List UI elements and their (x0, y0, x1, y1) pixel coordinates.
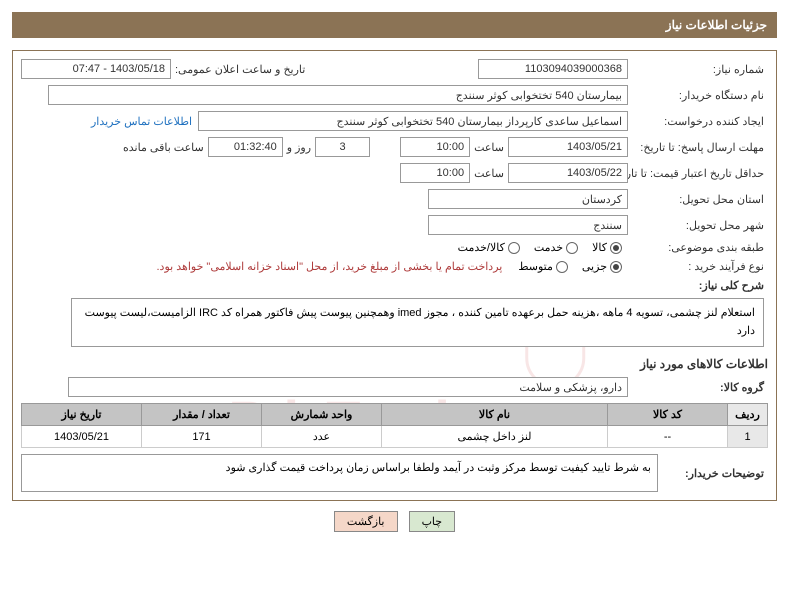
need-number-value: 1103094039000368 (478, 59, 628, 79)
buyer-note-box: به شرط تایید کیفیت توسط مرکز وثبت در آیم… (21, 454, 658, 492)
buyer-contact-link[interactable]: اطلاعات تماس خریدار (85, 115, 198, 128)
validity-date: 1403/05/22 (508, 163, 628, 183)
radio-service-label: خدمت (534, 241, 563, 254)
goods-group-value: دارو، پزشکی و سلامت (68, 377, 628, 397)
hour-label-2: ساعت (470, 167, 508, 180)
th-date: تاریخ نیاز (22, 404, 142, 426)
deadline-hour: 10:00 (400, 137, 470, 157)
td-code: -- (608, 426, 728, 448)
table-header-row: ردیف کد کالا نام کالا واحد شمارش تعداد /… (22, 404, 768, 426)
th-name: نام کالا (382, 404, 608, 426)
requester-value: اسماعیل ساعدی کارپرداز بیمارستان 540 تخت… (198, 111, 628, 131)
row-buyer-org: نام دستگاه خریدار: بیمارستان 540 تختخواب… (21, 85, 768, 105)
panel-title: جزئیات اطلاعات نیاز (666, 18, 767, 32)
radio-goods-label: کالا (592, 241, 607, 254)
radio-medium[interactable]: متوسط (512, 260, 574, 273)
payment-note: پرداخت تمام یا بخشی از مبلغ خرید، از محل… (157, 260, 513, 273)
row-process: نوع فرآیند خرید : جزیی متوسط پرداخت تمام… (21, 260, 768, 273)
description-label: شرح کلی نیاز: (628, 279, 768, 292)
th-unit: واحد شمارش (262, 404, 382, 426)
radio-small-icon (610, 261, 622, 273)
radio-goods-icon (610, 242, 622, 254)
table-row: 1 -- لنز داخل چشمی عدد 171 1403/05/21 (22, 426, 768, 448)
th-code: کد کالا (608, 404, 728, 426)
province-value: کردستان (428, 189, 628, 209)
need-number-label: شماره نیاز: (628, 63, 768, 76)
radio-goods[interactable]: کالا (586, 241, 628, 254)
hour-label-1: ساعت (470, 141, 508, 154)
announce-value: 1403/05/18 - 07:47 (21, 59, 171, 79)
process-radio-group: جزیی متوسط (512, 260, 628, 273)
row-buyer-note: توضیحات خریدار: به شرط تایید کیفیت توسط … (21, 454, 768, 492)
radio-goods-service-icon (508, 242, 520, 254)
subject-radio-group: کالا خدمت کالا/خدمت (452, 241, 628, 254)
row-province: استان محل تحویل: کردستان (21, 189, 768, 209)
validity-label: حداقل تاریخ اعتبار قیمت: تا تاریخ: (628, 167, 768, 180)
remaining-label: ساعت باقی مانده (119, 141, 208, 154)
buyer-org-label: نام دستگاه خریدار: (628, 89, 768, 102)
td-qty: 171 (142, 426, 262, 448)
row-city: شهر محل تحویل: سنندج (21, 215, 768, 235)
radio-goods-service[interactable]: کالا/خدمت (452, 241, 526, 254)
td-date: 1403/05/21 (22, 426, 142, 448)
panel-header: جزئیات اطلاعات نیاز (12, 12, 777, 38)
row-goods-group: گروه کالا: دارو، پزشکی و سلامت (21, 377, 768, 397)
row-subject-class: طبقه بندی موضوعی: کالا خدمت کالا/خدمت (21, 241, 768, 254)
validity-hour: 10:00 (400, 163, 470, 183)
days-and-label: روز و (283, 141, 315, 154)
countdown-value: 01:32:40 (208, 137, 283, 157)
th-row: ردیف (728, 404, 768, 426)
radio-goods-service-label: کالا/خدمت (458, 241, 505, 254)
deadline-date: 1403/05/21 (508, 137, 628, 157)
goods-group-label: گروه کالا: (628, 381, 768, 394)
th-qty: تعداد / مقدار (142, 404, 262, 426)
back-button[interactable]: بازگشت (334, 511, 398, 532)
days-value: 3 (315, 137, 370, 157)
subject-class-label: طبقه بندی موضوعی: (628, 241, 768, 254)
td-name: لنز داخل چشمی (382, 426, 608, 448)
radio-medium-label: متوسط (518, 260, 553, 273)
radio-small[interactable]: جزیی (576, 260, 628, 273)
announce-label: تاریخ و ساعت اعلان عمومی: (171, 63, 309, 76)
row-requester: ایجاد کننده درخواست: اسماعیل ساعدی کارپر… (21, 111, 768, 131)
requester-label: ایجاد کننده درخواست: (628, 115, 768, 128)
td-row: 1 (728, 426, 768, 448)
print-button[interactable]: چاپ (409, 511, 456, 532)
row-description: شرح کلی نیاز: (21, 279, 768, 292)
city-value: سنندج (428, 215, 628, 235)
row-validity: حداقل تاریخ اعتبار قیمت: تا تاریخ: 1403/… (21, 163, 768, 183)
deadline-label: مهلت ارسال پاسخ: تا تاریخ: (628, 141, 768, 154)
buyer-org-value: بیمارستان 540 تختخوابی کوثر سنندج (48, 85, 628, 105)
radio-service[interactable]: خدمت (528, 241, 584, 254)
city-label: شهر محل تحویل: (628, 219, 768, 232)
td-unit: عدد (262, 426, 382, 448)
radio-small-label: جزیی (582, 260, 607, 273)
province-label: استان محل تحویل: (628, 193, 768, 206)
radio-medium-icon (556, 261, 568, 273)
items-section-title: اطلاعات کالاهای مورد نیاز (21, 357, 768, 371)
process-label: نوع فرآیند خرید : (628, 260, 768, 273)
description-box: استعلام لنز چشمی، تسویه 4 ماهه ،هزینه حم… (71, 298, 764, 347)
items-table: ردیف کد کالا نام کالا واحد شمارش تعداد /… (21, 403, 768, 448)
button-row: چاپ بازگشت (12, 511, 777, 532)
row-deadline: مهلت ارسال پاسخ: تا تاریخ: 1403/05/21 سا… (21, 137, 768, 157)
radio-service-icon (566, 242, 578, 254)
row-need-number: شماره نیاز: 1103094039000368 تاریخ و ساع… (21, 59, 768, 79)
main-panel: PrivTender.net شماره نیاز: 1103094039000… (12, 50, 777, 501)
buyer-note-label: توضیحات خریدار: (658, 467, 768, 480)
